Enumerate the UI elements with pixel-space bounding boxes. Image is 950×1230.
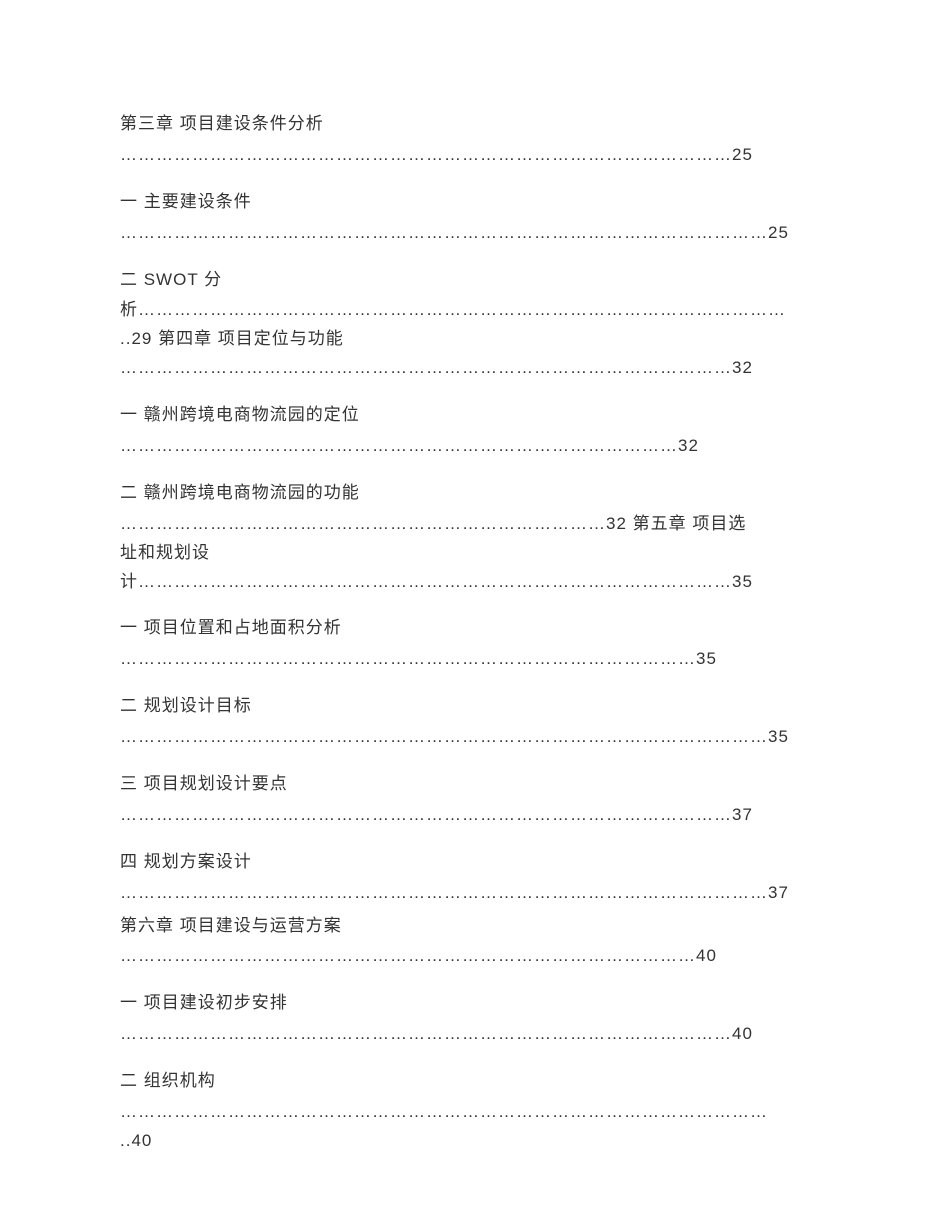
- toc-title: 一 项目位置和占地面积分析: [120, 614, 830, 643]
- toc-title: 三 项目规划设计要点: [120, 770, 830, 799]
- toc-entry: 二 规划设计目标 ……………………………………………………………………………………: [120, 692, 830, 752]
- toc-inline-next: ..29 第四章 项目定位与功能: [120, 325, 830, 354]
- toc-final-line: ..40: [120, 1127, 830, 1156]
- toc-entry: 三 项目规划设计要点 ………………………………………………………………………………: [120, 770, 830, 830]
- toc-final-dots: 计………………………………………………………………………………………35: [120, 568, 830, 597]
- toc-entry: 一 项目建设初步安排 ………………………………………………………………………………: [120, 989, 830, 1049]
- toc-entry: 二 组织机构 …………………………………………………………………………………………: [120, 1067, 830, 1156]
- toc-continuation: 析………………………………………………………………………………………………: [120, 296, 830, 325]
- toc-dots-with-next: ………………………………………………………………………32 第五章 项目选: [120, 510, 830, 539]
- toc-entry: 第六章 项目建设与运营方案 ………………………………………………………………………: [120, 912, 830, 972]
- toc-dots: …………………………………………………………………………………………32: [120, 354, 830, 383]
- toc-dots: …………………………………………………………………………………………37: [120, 801, 830, 830]
- toc-entry: 四 规划方案设计 ……………………………………………………………………………………: [120, 848, 830, 908]
- toc-entry: 一 主要建设条件 ……………………………………………………………………………………: [120, 188, 830, 248]
- toc-title: 二 赣州跨境电商物流园的功能: [120, 479, 830, 508]
- toc-title: 第六章 项目建设与运营方案: [120, 912, 830, 941]
- toc-title: 四 规划方案设计: [120, 848, 830, 877]
- toc-entry: 一 赣州跨境电商物流园的定位 ……………………………………………………………………: [120, 401, 830, 461]
- toc-dots: ……………………………………………………………………………………35: [120, 645, 830, 674]
- toc-dots: ………………………………………………………………………………………………35: [120, 723, 830, 752]
- toc-title: 一 项目建设初步安排: [120, 989, 830, 1018]
- toc-dots: …………………………………………………………………………………………40: [120, 1020, 830, 1049]
- toc-title: 二 组织机构: [120, 1067, 830, 1096]
- toc-container: 第三章 项目建设条件分析 …………………………………………………………………………: [120, 110, 830, 1156]
- toc-entry: 二 赣州跨境电商物流园的功能 ……………………………………………………………………: [120, 479, 830, 597]
- toc-dots: ……………………………………………………………………………………40: [120, 942, 830, 971]
- toc-continuation: 址和规划设: [120, 539, 830, 568]
- toc-title: 二 规划设计目标: [120, 692, 830, 721]
- toc-dots: ………………………………………………………………………………………………37: [120, 879, 830, 908]
- toc-title: 第三章 项目建设条件分析: [120, 110, 830, 139]
- toc-entry: 二 SWOT 分 析…………………………………………………………………………………: [120, 266, 830, 384]
- toc-dots: …………………………………………………………………………………32: [120, 432, 830, 461]
- toc-entry: 一 项目位置和占地面积分析 ………………………………………………………………………: [120, 614, 830, 674]
- toc-title: 一 赣州跨境电商物流园的定位: [120, 401, 830, 430]
- toc-continuation: ………………………………………………………………………………………………: [120, 1098, 830, 1127]
- toc-dots: ………………………………………………………………………………………………25: [120, 219, 830, 248]
- toc-title: 二 SWOT 分: [120, 266, 830, 295]
- toc-dots: …………………………………………………………………………………………25: [120, 141, 830, 170]
- toc-title: 一 主要建设条件: [120, 188, 830, 217]
- toc-entry: 第三章 项目建设条件分析 …………………………………………………………………………: [120, 110, 830, 170]
